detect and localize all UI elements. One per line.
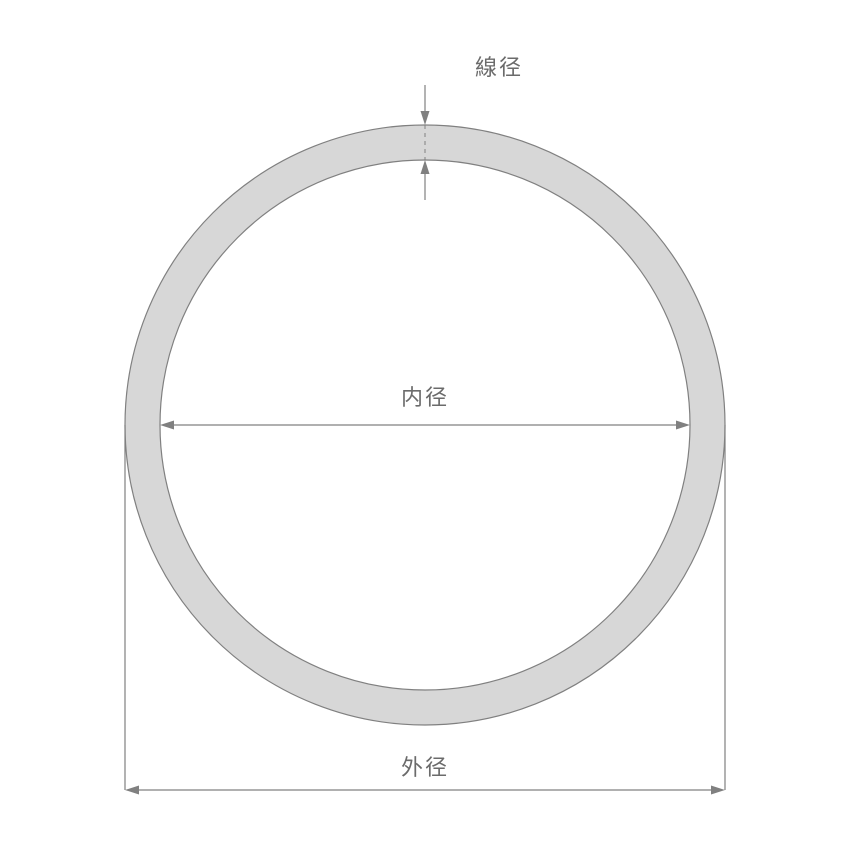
wall-thickness-label: 線径 <box>475 55 523 80</box>
wall-bottom-arrowhead <box>421 160 430 174</box>
inner-diameter-label: 内径 <box>401 385 449 410</box>
inner-diameter-arrow-left <box>160 421 174 430</box>
inner-diameter-arrow-right <box>676 421 690 430</box>
wall-top-arrowhead <box>421 111 430 125</box>
outer-diameter-arrow-left <box>125 786 139 795</box>
ring-dimension-diagram: 線径 内径 外径 <box>0 0 850 850</box>
dimension-inner-diameter: 内径 <box>160 385 690 430</box>
outer-diameter-arrow-right <box>711 786 725 795</box>
outer-diameter-label: 外径 <box>401 755 449 780</box>
